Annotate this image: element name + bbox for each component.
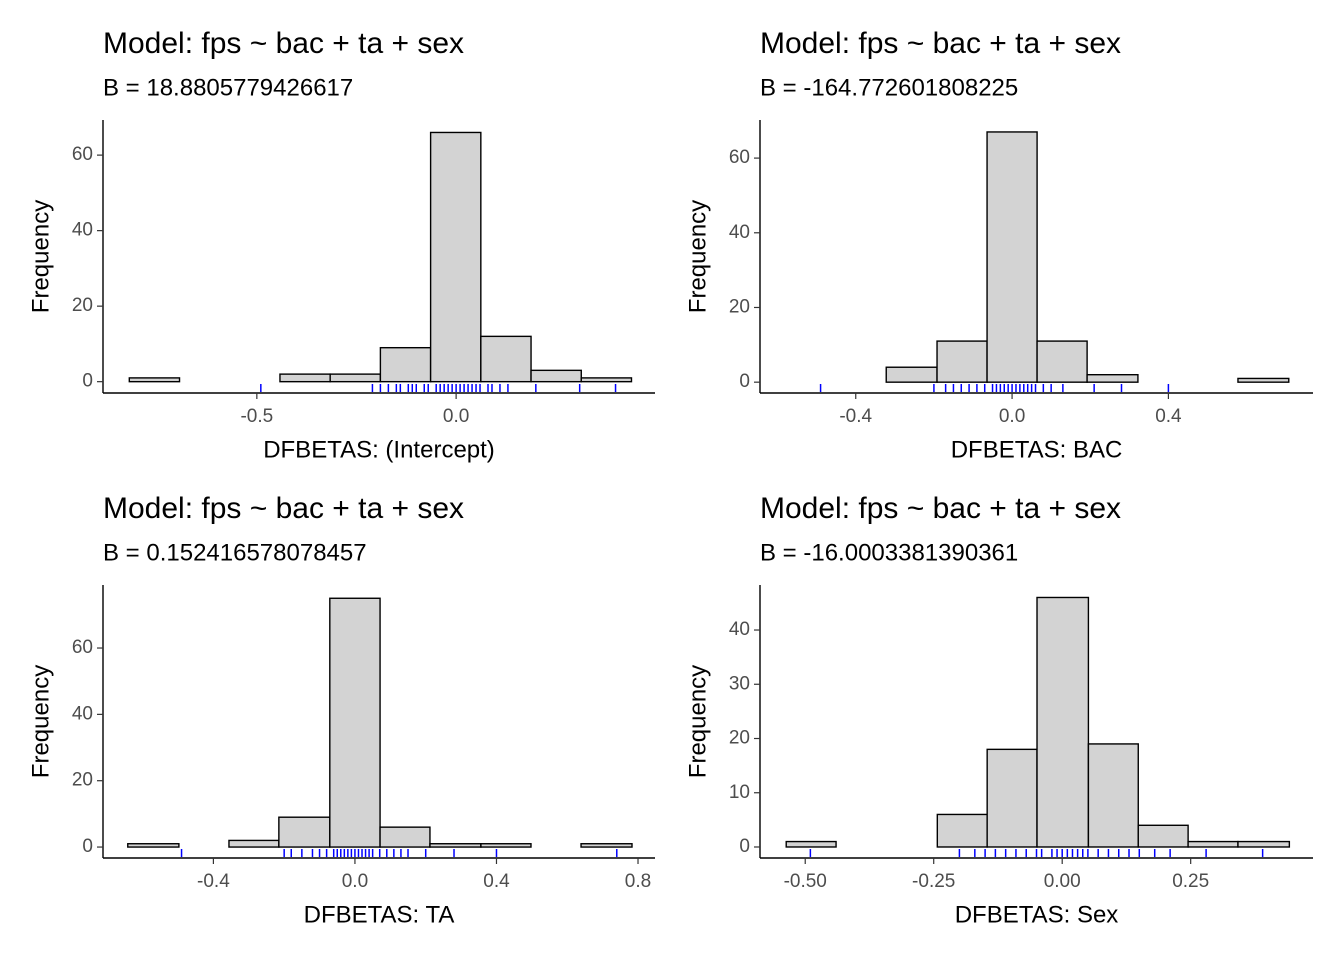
y-tick-label: 0: [739, 836, 750, 857]
chart-subtitle: B = 18.8805779426617: [103, 74, 353, 101]
histogram-bar: [785, 840, 837, 848]
x-tick-label: -0.5: [240, 406, 273, 427]
histogram-bar: [1087, 743, 1139, 848]
x-axis-title: DFBETAS: BAC: [951, 436, 1123, 463]
y-axis-title: Frequency: [27, 665, 54, 778]
histogram-bar: [986, 131, 1038, 383]
histogram-bar: [580, 377, 633, 383]
histogram-bar: [530, 369, 582, 383]
histogram-bar: [885, 366, 938, 383]
chart-subtitle: B = -164.772601808225: [760, 74, 1018, 101]
histogram-bar: [379, 826, 431, 848]
y-tick-label: 40: [72, 703, 93, 724]
histogram-bar: [1036, 340, 1088, 383]
x-tick-label: 0.0: [443, 406, 469, 427]
x-tick-label: 0.25: [1172, 871, 1209, 892]
histogram-bar: [480, 843, 532, 848]
y-axis-title: Frequency: [684, 665, 711, 778]
x-tick-label: -0.4: [839, 406, 872, 427]
histogram-bar: [1237, 377, 1290, 383]
x-tick-label: -0.50: [784, 871, 827, 892]
chart-title: Model: fps ~ bac + ta + sex: [103, 492, 464, 525]
histogram-bar: [329, 597, 381, 848]
chart-title: Model: fps ~ bac + ta + sex: [760, 492, 1121, 525]
y-tick-label: 60: [72, 144, 93, 165]
chart-subtitle: B = -16.0003381390361: [760, 539, 1018, 566]
x-axis-title: DFBETAS: Sex: [955, 901, 1119, 928]
histogram-bar: [580, 843, 633, 848]
x-tick-label: -0.4: [197, 871, 230, 892]
histogram-bar: [986, 748, 1038, 848]
x-tick-label: 0.00: [1044, 871, 1081, 892]
histogram-bar: [1036, 596, 1090, 848]
y-tick-label: 0: [82, 836, 93, 857]
y-tick-label: 40: [729, 222, 750, 243]
x-tick-label: 0.4: [1155, 406, 1182, 427]
y-tick-label: 60: [729, 147, 750, 168]
chart-title: Model: fps ~ bac + ta + sex: [760, 27, 1121, 60]
y-axis-title: Frequency: [684, 200, 711, 313]
y-tick-label: 60: [72, 637, 93, 658]
histogram-bar: [429, 131, 482, 383]
chart-title: Model: fps ~ bac + ta + sex: [103, 27, 464, 60]
y-tick-label: 30: [729, 673, 750, 694]
histogram-bar: [228, 839, 280, 848]
histogram-bar: [936, 813, 988, 848]
histogram-bar: [480, 335, 532, 383]
histogram-bar: [379, 346, 432, 383]
y-axis-title: Frequency: [27, 200, 54, 313]
x-tick-label: 0.0: [999, 406, 1025, 427]
histogram-bar: [1237, 840, 1291, 848]
histogram-bar: [278, 816, 331, 848]
y-tick-label: 40: [729, 619, 750, 640]
y-tick-label: 20: [72, 295, 93, 316]
histogram-bar: [329, 373, 382, 383]
y-tick-label: 10: [729, 782, 750, 803]
histogram-bar: [936, 340, 988, 383]
y-tick-label: 20: [729, 296, 750, 317]
x-axis-title: DFBETAS: TA: [304, 901, 455, 928]
chart-subtitle: B = 0.152416578078457: [103, 539, 367, 566]
histogram-bar: [429, 843, 482, 848]
histogram-bar: [1086, 374, 1139, 383]
histogram-bar: [128, 377, 181, 383]
y-tick-label: 0: [739, 371, 750, 392]
histogram-bar: [279, 373, 331, 383]
x-axis-title: DFBETAS: (Intercept): [263, 436, 495, 463]
histogram-bar: [1137, 824, 1189, 848]
x-tick-label: 0.4: [483, 871, 510, 892]
x-tick-label: 0.8: [625, 871, 651, 892]
x-tick-label: 0.0: [342, 871, 368, 892]
y-tick-label: 20: [729, 728, 750, 749]
histogram-bar: [1187, 840, 1239, 848]
y-tick-label: 40: [72, 220, 93, 241]
y-tick-label: 0: [82, 371, 93, 392]
histogram-bar: [127, 843, 180, 848]
y-tick-label: 20: [72, 770, 93, 791]
x-tick-label: -0.25: [912, 871, 955, 892]
